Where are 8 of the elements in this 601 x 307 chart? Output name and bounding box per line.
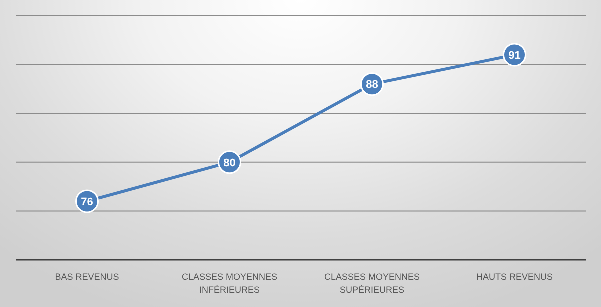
x-tick-label: BAS REVENUS (55, 272, 120, 282)
x-tick-label: CLASSES MOYENNES SUPÉRIEURES (324, 272, 420, 295)
data-label: 80 (224, 157, 236, 170)
x-tick-label: CLASSES MOYENNES INFÉRIEURES (182, 272, 278, 295)
data-label: 76 (81, 196, 94, 208)
x-tick-label: HAUTS REVENUS (476, 272, 554, 282)
data-label: 91 (508, 50, 521, 62)
data-label: 88 (366, 79, 378, 92)
